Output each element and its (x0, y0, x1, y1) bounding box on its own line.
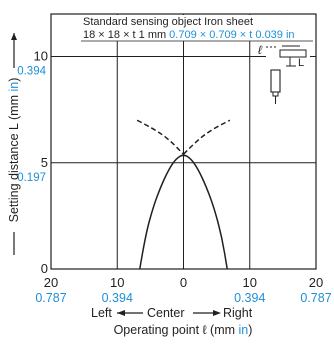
x-tick-label-in: 0.787 (300, 291, 331, 305)
x-tick-label-mm: 10 (243, 275, 257, 290)
y-tick-label-mm: 10 (34, 49, 48, 64)
y-tick-label-in: 0.197 (17, 172, 46, 184)
note-line1: Standard sensing object Iron sheet (83, 16, 253, 28)
y-axis-title-prefix: Setting distance L (mm (7, 92, 21, 223)
x-tick-label-in: 0.787 (35, 291, 66, 305)
x-axis-title-unit: in (239, 323, 249, 337)
y-tick-label-in: 0.394 (17, 66, 46, 78)
series-line-dashed-2 (182, 119, 231, 155)
x-direction-labels: Left Center Right (91, 306, 253, 320)
series-group (136, 119, 231, 270)
y-tick-label-mm: 0 (41, 261, 48, 276)
direction-right-label: Right (223, 306, 253, 320)
direction-right-arrowhead (213, 310, 221, 316)
direction-center-label: Center (147, 306, 185, 320)
y-axis-title: Setting distance L (mm in) (7, 78, 21, 223)
sensor-setup-diagram-icon: ℓ L (258, 43, 310, 104)
x-tick-label-mm: 10 (110, 275, 124, 290)
diagram-sensor-body (270, 69, 281, 93)
x-tick-label-mm: 20 (44, 275, 58, 290)
x-axis-title: Operating point ℓ (mm in) (114, 323, 253, 337)
direction-left-label: Left (91, 306, 112, 320)
note-background (80, 15, 314, 41)
series-line-solid-0 (139, 154, 228, 270)
x-tick-label-in: 0.394 (234, 291, 265, 305)
note-line2: 18 × 18 × t 1 mm 0.709 × 0.709 × t 0.039 … (83, 29, 295, 41)
plot-frame (50, 13, 317, 270)
series-line-dashed-1 (136, 119, 185, 155)
x-axis-title-prefix: Operating point ℓ (mm (114, 323, 239, 337)
y-axis-title-group: Setting distance L (mm in) (7, 33, 21, 255)
y-tick-labels: 0 5 0.197 10 0.394 (17, 49, 48, 277)
y-tick-label-mm: 5 (41, 155, 48, 170)
note-size-in: 0.709 × 0.709 × t 0.039 in (169, 29, 294, 41)
diagram-label-L: L (298, 57, 304, 69)
y-axis-title-suffix: ) (7, 78, 21, 82)
x-axis-title-suffix: ) (248, 323, 252, 337)
sensing-object-note: Standard sensing object Iron sheet 18 × … (80, 15, 314, 42)
note-size-mm: 18 × 18 × t 1 mm (83, 29, 166, 41)
x-tick-label-mm: 20 (309, 275, 323, 290)
x-tick-label-mm: 0 (180, 275, 187, 290)
diagram-label-l: ℓ (258, 43, 263, 57)
diagram-target-plate (279, 49, 307, 58)
y-axis-title-unit: in (7, 82, 21, 92)
diagram-sensor-cable (272, 91, 279, 97)
direction-left-arrowhead (117, 310, 125, 316)
x-tick-label-in: 0.394 (102, 291, 133, 305)
